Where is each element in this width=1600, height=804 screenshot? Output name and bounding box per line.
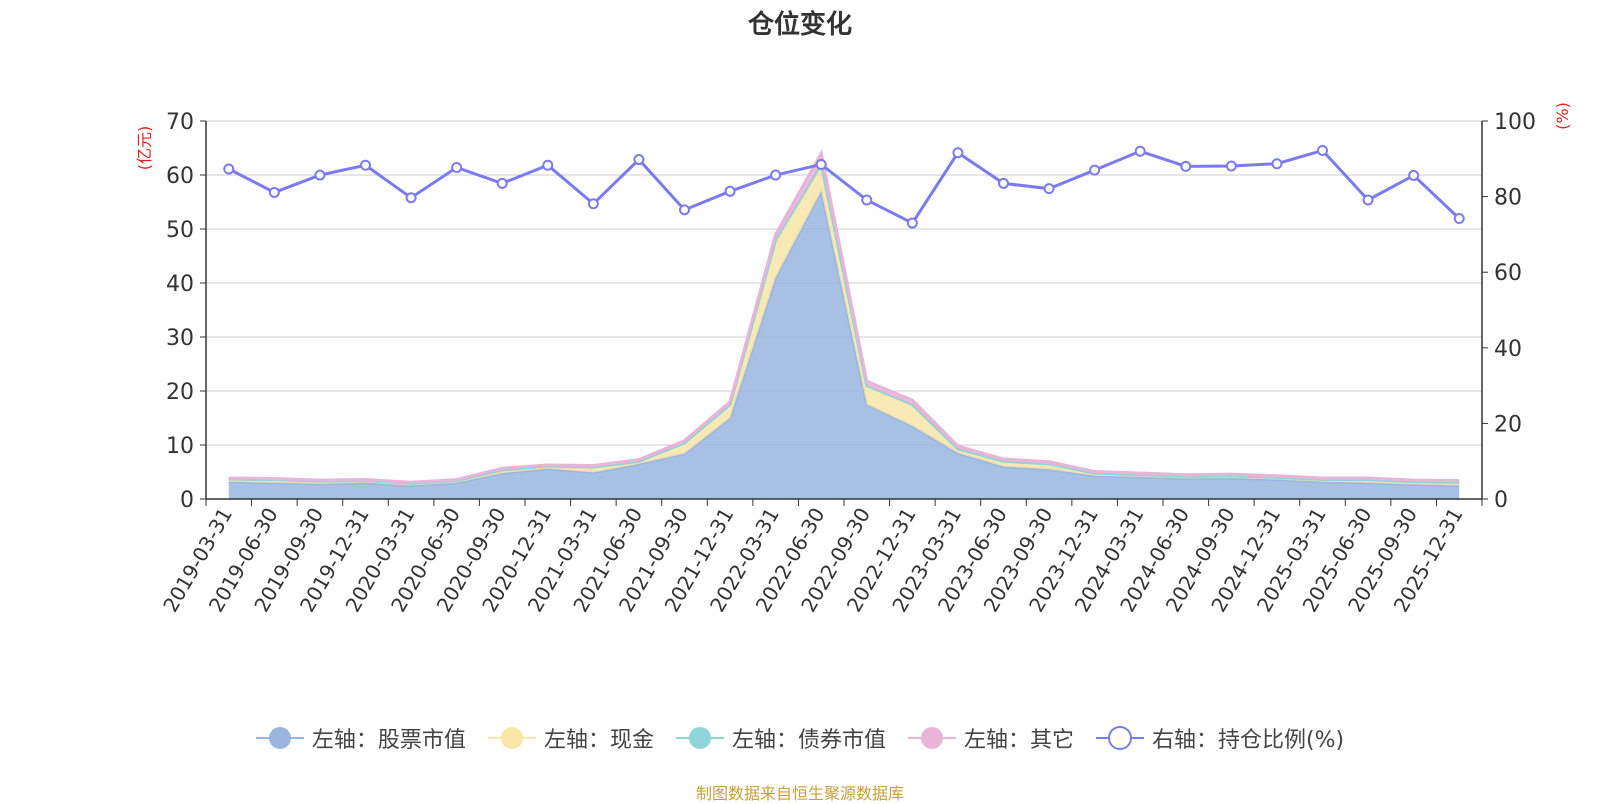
position-ratio-point bbox=[1408, 169, 1420, 181]
legend-item[interactable]: 左轴：现金 bbox=[487, 722, 654, 754]
legend-label: 左轴：债券市值 bbox=[731, 728, 886, 753]
position-ratio-point bbox=[223, 163, 235, 175]
legend-item[interactable]: 左轴：其它 bbox=[907, 722, 1074, 754]
position-ratio-line bbox=[223, 144, 1465, 229]
left-tick-label: 30 bbox=[166, 326, 194, 351]
position-ratio-point bbox=[906, 217, 918, 229]
position-ratio-point bbox=[1043, 183, 1055, 195]
right-tick-label: 20 bbox=[1494, 412, 1522, 437]
right-axis-unit: (%) bbox=[1553, 102, 1572, 130]
position-ratio-point bbox=[360, 159, 371, 171]
left-tick-label: 40 bbox=[166, 272, 194, 297]
position-ratio-point bbox=[861, 194, 873, 206]
position-ratio-point bbox=[587, 198, 599, 210]
position-ratio-point bbox=[1134, 145, 1146, 157]
legend-label: 右轴：持仓比例(%) bbox=[1151, 728, 1345, 753]
position-ratio-point bbox=[542, 159, 554, 171]
right-tick-label: 100 bbox=[1494, 110, 1536, 135]
position-ratio-point bbox=[268, 186, 280, 198]
legend-item[interactable]: 左轴：股票市值 bbox=[255, 722, 466, 754]
stacked-areas bbox=[228, 149, 1460, 499]
legend-swatch bbox=[1095, 726, 1144, 750]
position-ratio-point bbox=[451, 161, 463, 173]
position-ratio-point bbox=[633, 154, 645, 166]
right-tick-label: 40 bbox=[1494, 337, 1522, 362]
position-ratio-point bbox=[952, 147, 964, 159]
position-ratio-point bbox=[1271, 158, 1283, 170]
right-tick-label: 0 bbox=[1494, 488, 1508, 513]
left-tick-label: 50 bbox=[166, 218, 194, 243]
legend: 左轴：股票市值 左轴：现金 左轴：债券市值 左轴：其它 右轴：持仓比例(%) bbox=[0, 722, 1600, 754]
left-tick-label: 60 bbox=[166, 164, 194, 189]
position-ratio-point bbox=[1180, 160, 1192, 172]
stacked-area bbox=[228, 191, 1460, 499]
position-ratio-point bbox=[815, 158, 827, 170]
legend-item[interactable]: 左轴：债券市值 bbox=[675, 722, 886, 754]
left-tick-label: 20 bbox=[166, 380, 194, 405]
stacked-area-edge bbox=[228, 149, 1460, 484]
position-ratio-point bbox=[314, 169, 326, 181]
position-ratio-point bbox=[679, 204, 690, 216]
legend-label: 左轴：其它 bbox=[963, 728, 1074, 753]
legend-item[interactable]: 右轴：持仓比例(%) bbox=[1095, 722, 1345, 754]
position-ratio-point bbox=[1362, 194, 1374, 206]
position-ratio-point bbox=[1089, 164, 1101, 176]
left-tick-label: 70 bbox=[166, 110, 194, 135]
position-ratio-point bbox=[770, 169, 782, 181]
position-ratio-point bbox=[1453, 213, 1465, 225]
left-axis-unit: (亿元) bbox=[135, 126, 154, 171]
position-ratio-point bbox=[496, 177, 508, 189]
legend-label: 左轴：股票市值 bbox=[311, 728, 466, 753]
position-ratio-point bbox=[724, 185, 736, 197]
position-ratio-point bbox=[405, 192, 417, 204]
position-ratio-point bbox=[1225, 160, 1237, 172]
chart-title: 仓位变化 bbox=[747, 10, 852, 40]
left-tick-label: 0 bbox=[180, 488, 194, 513]
right-tick-label: 80 bbox=[1494, 186, 1522, 211]
legend-label: 左轴：现金 bbox=[543, 728, 654, 753]
position-ratio-point bbox=[1317, 144, 1328, 156]
source-note: 制图数据来自恒生聚源数据库 bbox=[695, 784, 904, 803]
position-ratio-point bbox=[998, 177, 1009, 189]
position-ratio-path bbox=[228, 148, 1461, 226]
legend-swatch bbox=[675, 726, 724, 750]
right-tick-label: 60 bbox=[1494, 261, 1522, 286]
left-tick-label: 10 bbox=[166, 434, 194, 459]
legend-swatch bbox=[907, 726, 956, 750]
legend-swatch bbox=[255, 726, 304, 750]
legend-swatch bbox=[487, 726, 536, 750]
